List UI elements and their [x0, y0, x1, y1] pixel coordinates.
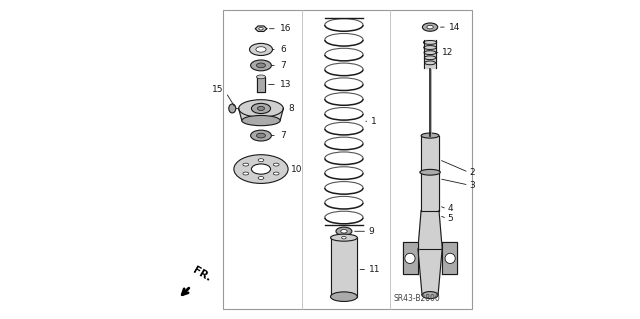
Ellipse shape: [257, 133, 266, 138]
Ellipse shape: [340, 230, 347, 233]
Ellipse shape: [427, 26, 433, 29]
Polygon shape: [442, 242, 457, 274]
Ellipse shape: [258, 159, 264, 161]
Ellipse shape: [252, 103, 271, 114]
Ellipse shape: [257, 63, 266, 68]
Text: 4: 4: [447, 204, 453, 213]
Polygon shape: [255, 26, 267, 32]
Text: SR43-B2800: SR43-B2800: [394, 294, 440, 303]
Polygon shape: [330, 238, 357, 297]
Ellipse shape: [336, 227, 352, 235]
Ellipse shape: [243, 172, 249, 175]
Text: 1: 1: [371, 117, 377, 126]
Ellipse shape: [258, 177, 264, 179]
Text: 7: 7: [280, 61, 286, 70]
Ellipse shape: [251, 60, 271, 71]
Text: 13: 13: [280, 80, 292, 89]
Text: 9: 9: [369, 227, 374, 236]
Ellipse shape: [420, 169, 440, 175]
Text: 2: 2: [469, 168, 475, 177]
Ellipse shape: [424, 61, 435, 65]
Polygon shape: [418, 249, 442, 295]
Polygon shape: [257, 77, 266, 92]
Text: FR.: FR.: [191, 265, 212, 284]
Text: 7: 7: [280, 131, 286, 140]
Ellipse shape: [330, 234, 357, 241]
Text: 11: 11: [369, 265, 380, 274]
Ellipse shape: [251, 130, 271, 141]
Text: 16: 16: [280, 24, 292, 33]
Ellipse shape: [234, 155, 288, 183]
Ellipse shape: [424, 46, 436, 49]
Ellipse shape: [273, 163, 279, 166]
Bar: [223, 10, 472, 309]
Text: 3: 3: [469, 181, 475, 189]
Ellipse shape: [239, 100, 284, 117]
Ellipse shape: [424, 51, 436, 55]
Ellipse shape: [256, 47, 266, 52]
Ellipse shape: [252, 164, 271, 174]
Polygon shape: [403, 242, 418, 274]
Text: 8: 8: [288, 104, 294, 113]
Ellipse shape: [273, 172, 279, 175]
Text: 5: 5: [447, 214, 453, 223]
Polygon shape: [239, 108, 284, 121]
Ellipse shape: [259, 27, 263, 30]
Polygon shape: [421, 136, 439, 211]
Polygon shape: [424, 40, 436, 68]
Text: 10: 10: [291, 165, 302, 174]
Ellipse shape: [228, 104, 236, 113]
Ellipse shape: [250, 43, 273, 56]
Text: 15: 15: [212, 85, 223, 94]
Ellipse shape: [422, 23, 438, 31]
Polygon shape: [418, 211, 442, 249]
Circle shape: [445, 253, 455, 263]
Ellipse shape: [424, 56, 436, 60]
Ellipse shape: [422, 292, 438, 299]
Ellipse shape: [257, 75, 266, 79]
Ellipse shape: [242, 115, 280, 126]
Ellipse shape: [423, 41, 436, 44]
Ellipse shape: [330, 292, 357, 301]
Text: 12: 12: [442, 48, 454, 57]
Text: 6: 6: [280, 45, 286, 54]
Circle shape: [405, 253, 415, 263]
Ellipse shape: [243, 163, 249, 166]
Ellipse shape: [257, 106, 264, 110]
Text: 14: 14: [449, 23, 460, 32]
Ellipse shape: [342, 236, 346, 239]
Ellipse shape: [421, 133, 439, 138]
